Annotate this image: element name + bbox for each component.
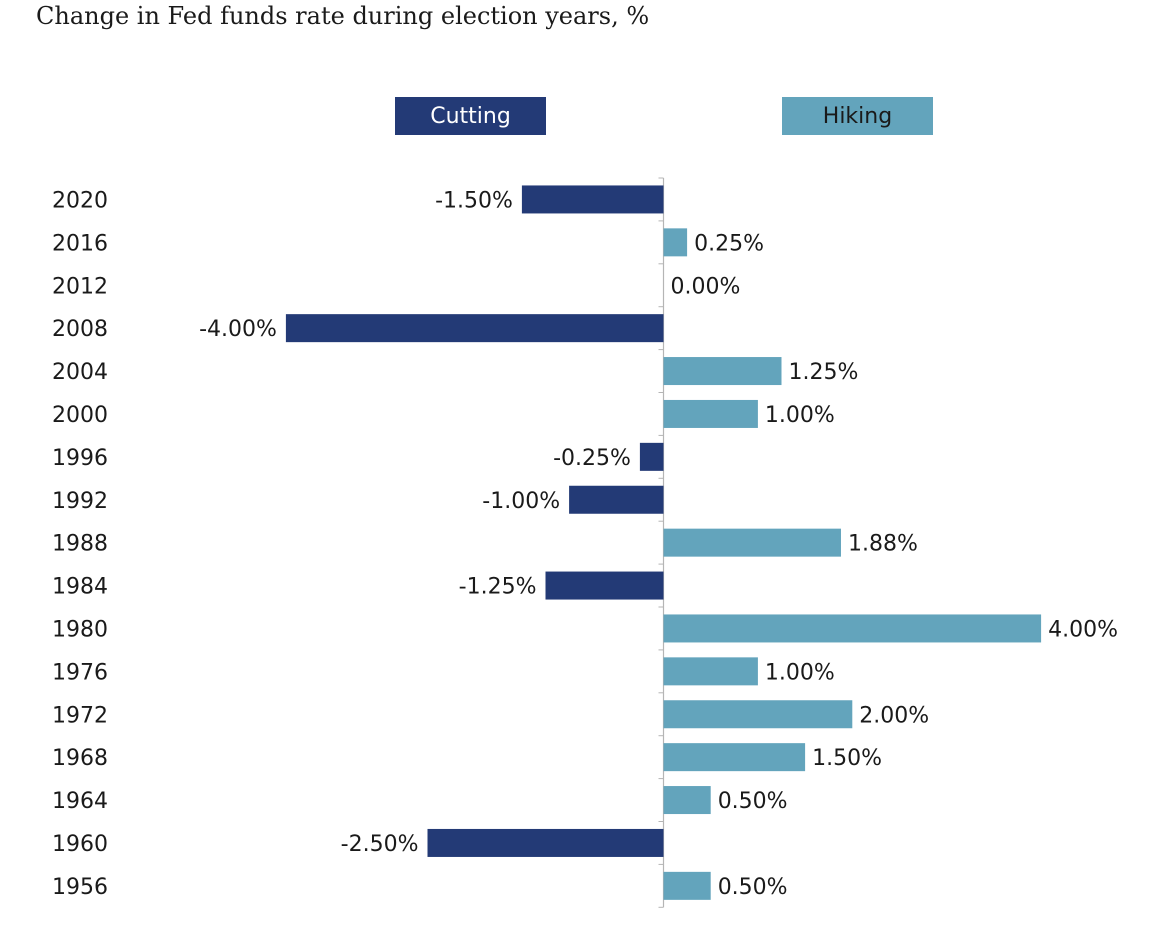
hiking-bar bbox=[663, 657, 758, 686]
cutting-bar bbox=[569, 485, 664, 514]
value-label: 4.00% bbox=[1048, 617, 1118, 642]
year-label: 1976 bbox=[52, 660, 108, 685]
hiking-bar bbox=[663, 528, 841, 557]
value-label: -1.25% bbox=[459, 575, 537, 600]
hiking-bar bbox=[663, 614, 1042, 643]
legend-cutting-label: Cutting bbox=[430, 103, 511, 129]
value-label: 2.00% bbox=[859, 703, 929, 728]
value-label: -2.50% bbox=[341, 832, 419, 857]
year-label: 1984 bbox=[52, 575, 108, 600]
value-label: 1.88% bbox=[848, 532, 918, 557]
year-label: 1960 bbox=[52, 832, 108, 857]
year-label: 1956 bbox=[52, 875, 108, 900]
legend-hiking: Hiking bbox=[782, 97, 933, 135]
legend-cutting: Cutting bbox=[395, 97, 546, 135]
year-label: 2000 bbox=[52, 403, 108, 428]
hiking-bar bbox=[663, 700, 853, 729]
cutting-bar bbox=[285, 314, 664, 343]
year-label: 2016 bbox=[52, 231, 108, 256]
value-label: 0.50% bbox=[718, 875, 788, 900]
value-label: 0.00% bbox=[671, 274, 741, 299]
year-label: 1964 bbox=[52, 789, 108, 814]
hiking-bar bbox=[663, 743, 806, 772]
value-label: 1.25% bbox=[789, 360, 859, 385]
cutting-bar bbox=[545, 571, 664, 600]
year-label: 1980 bbox=[52, 617, 108, 642]
value-label: -1.50% bbox=[435, 188, 513, 213]
year-label: 2020 bbox=[52, 188, 108, 213]
year-label: 1968 bbox=[52, 746, 108, 771]
year-label: 2012 bbox=[52, 274, 108, 299]
value-label: -0.25% bbox=[553, 446, 631, 471]
hiking-bar bbox=[663, 786, 711, 815]
year-label: 1996 bbox=[52, 446, 108, 471]
value-label: -1.00% bbox=[482, 489, 560, 514]
value-label: 0.50% bbox=[718, 789, 788, 814]
hiking-bar bbox=[663, 871, 711, 900]
value-label: 0.25% bbox=[694, 231, 764, 256]
hiking-bar bbox=[663, 399, 758, 428]
value-label: 1.00% bbox=[765, 660, 835, 685]
cutting-bar bbox=[639, 442, 664, 471]
cutting-bar bbox=[521, 185, 664, 214]
year-label: 2008 bbox=[52, 317, 108, 342]
value-label: 1.00% bbox=[765, 403, 835, 428]
year-label: 2004 bbox=[52, 360, 108, 385]
value-label: -4.00% bbox=[199, 317, 277, 342]
year-label: 1972 bbox=[52, 703, 108, 728]
year-label: 1992 bbox=[52, 489, 108, 514]
value-label: 1.50% bbox=[812, 746, 882, 771]
hiking-bar bbox=[663, 357, 782, 386]
cutting-bar bbox=[427, 828, 664, 857]
legend-hiking-label: Hiking bbox=[822, 103, 893, 129]
hiking-bar bbox=[663, 228, 688, 257]
year-label: 1988 bbox=[52, 532, 108, 557]
chart-title: Change in Fed funds rate during election… bbox=[36, 2, 650, 30]
